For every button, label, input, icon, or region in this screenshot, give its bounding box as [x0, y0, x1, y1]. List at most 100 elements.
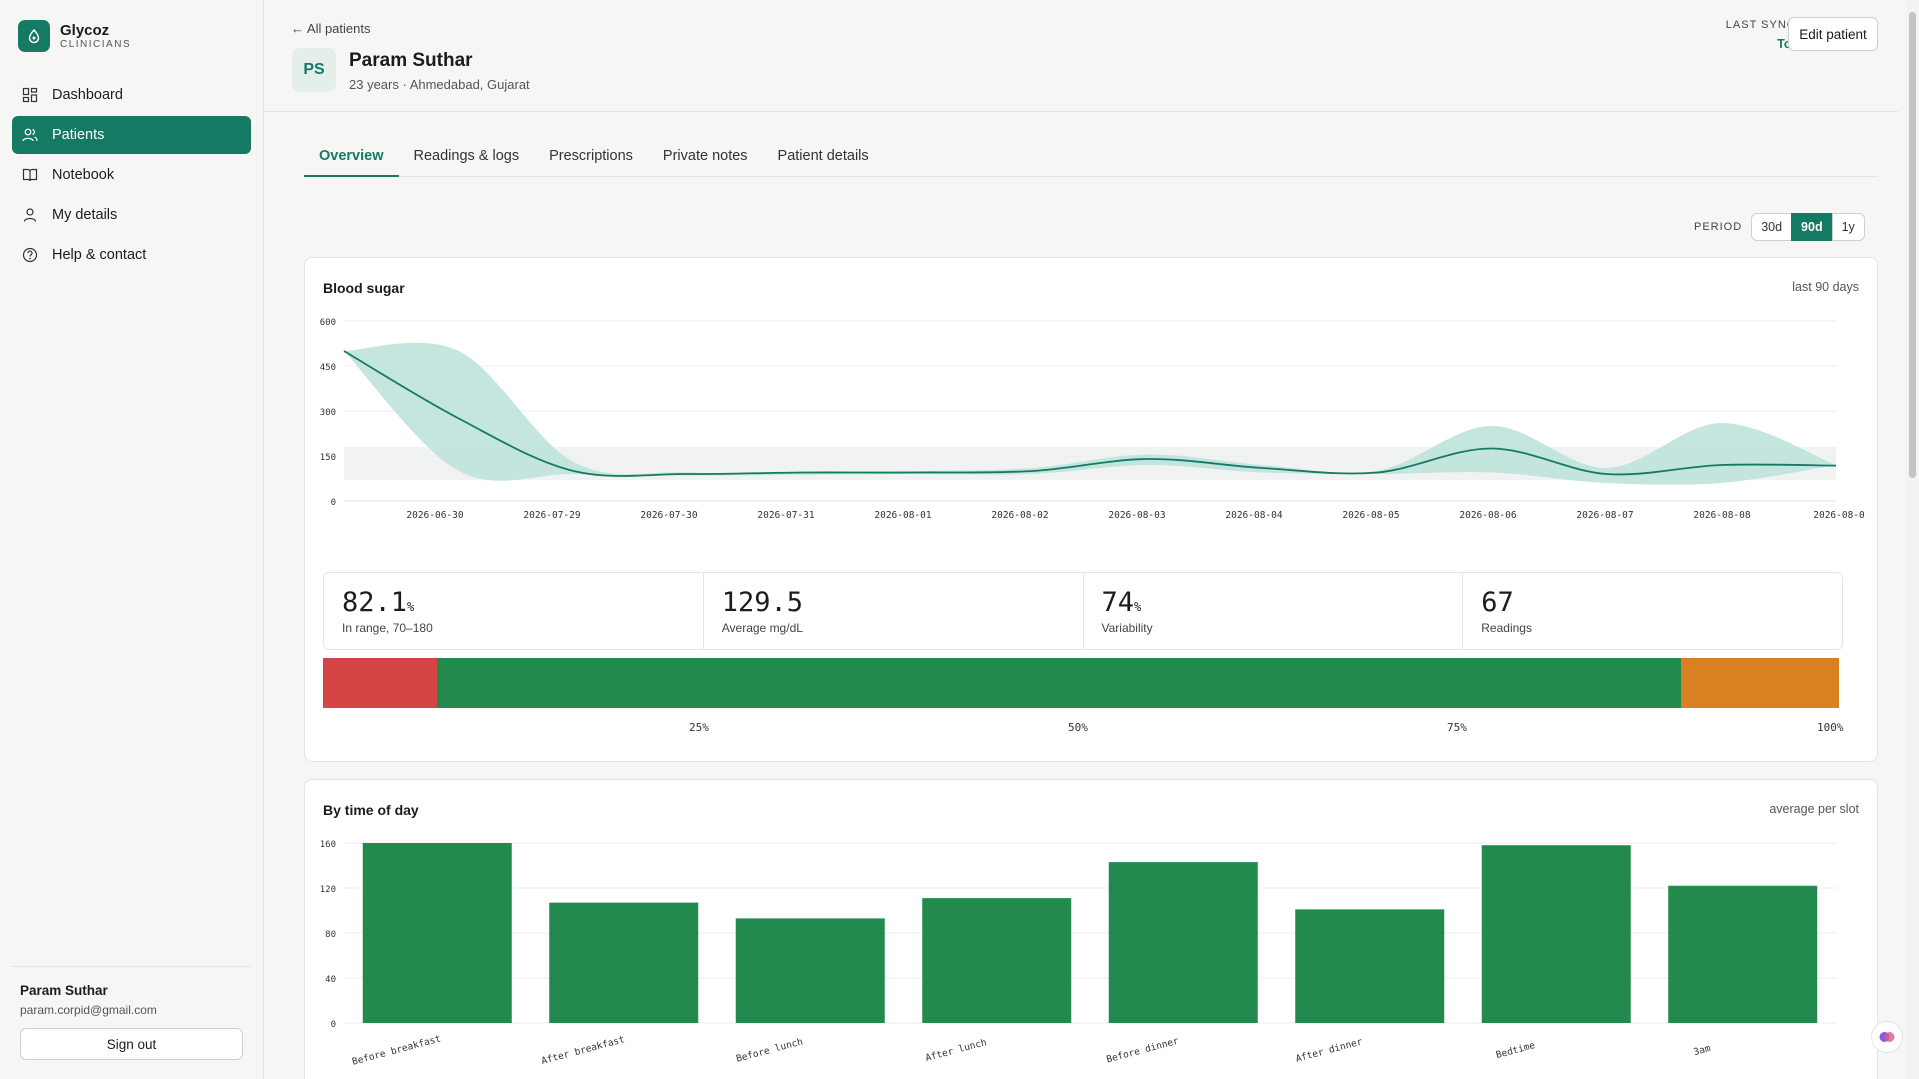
- stat-unit: %: [407, 600, 415, 614]
- tab-readings-logs[interactable]: Readings & logs: [413, 148, 520, 164]
- x-tick-label: 3am: [1692, 1043, 1712, 1058]
- x-tick-label: Before breakfast: [351, 1033, 442, 1067]
- sidebar: Glycoz CLINICIANS Dashboard Patients Not…: [0, 0, 264, 1079]
- sidebar-item-patients[interactable]: Patients: [12, 116, 251, 154]
- brand[interactable]: Glycoz CLINICIANS: [18, 20, 131, 52]
- x-tick-label: 2026-08-01: [874, 510, 931, 521]
- x-tick-label: 2026-08-06: [1459, 510, 1516, 521]
- range-high-segment: [1681, 658, 1839, 708]
- sidebar-item-help[interactable]: Help & contact: [12, 236, 251, 274]
- stat-unit: %: [1134, 600, 1142, 614]
- brand-subtitle: CLINICIANS: [60, 38, 132, 50]
- bar: [735, 918, 885, 1023]
- back-link[interactable]: ← All patients: [291, 21, 371, 36]
- stat-value: 129.5: [721, 587, 804, 618]
- y-tick-label: 120: [320, 885, 336, 895]
- range-low-segment: [323, 658, 437, 708]
- tab-private-notes[interactable]: Private notes: [662, 148, 748, 164]
- x-tick-label: 2026-08-05: [1342, 510, 1399, 521]
- patient-header: ← All patients PS Param Suthar 23 years …: [264, 0, 1898, 112]
- y-tick-label: 0: [331, 498, 336, 508]
- bar: [1481, 845, 1631, 1023]
- period-90d-button[interactable]: 90d: [1791, 213, 1833, 241]
- y-tick-label: 300: [320, 408, 336, 418]
- sidebar-item-dashboard[interactable]: Dashboard: [12, 76, 251, 114]
- blood-sugar-stats: 82.1% In range, 70–180 129.5 Average mg/…: [323, 572, 1843, 650]
- time-of-day-note: average per slot: [1769, 802, 1859, 816]
- bar: [549, 902, 699, 1023]
- range-in-segment: [436, 658, 1682, 708]
- average-line: [343, 350, 1837, 477]
- scrollbar-thumb[interactable]: [1909, 12, 1916, 478]
- patient-meta: 23 years · Ahmedabad, Gujarat: [349, 77, 530, 92]
- sidebar-item-label: Dashboard: [52, 87, 123, 103]
- x-tick-label: 2026-08-02: [991, 510, 1048, 521]
- x-tick-label: 2026-07-29: [523, 510, 580, 521]
- y-tick-label: 40: [325, 975, 336, 985]
- time-of-day-chart: 0 40 80 120 160 Before breakfast After breakfa…: [320, 840, 1836, 1068]
- stat-in-range: 82.1% In range, 70–180: [324, 573, 704, 649]
- x-tick-label: 2026-07-31: [757, 510, 814, 521]
- bar: [922, 898, 1072, 1023]
- stat-readings: 67 Readings: [1463, 573, 1842, 649]
- y-tick-label: 600: [320, 318, 336, 328]
- sidebar-item-label: Patients: [52, 127, 105, 143]
- range-tick-100: 100%: [1817, 721, 1844, 734]
- period-1y-button[interactable]: 1y: [1831, 213, 1865, 241]
- page-scrollbar[interactable]: [1906, 0, 1919, 1079]
- tab-overview[interactable]: Overview: [304, 144, 399, 177]
- range-tick-75: 75%: [1447, 721, 1467, 734]
- blood-sugar-chart: 0 150 300 450 600 2026-06-30 2026-07-29 2026-07…: [320, 318, 1865, 521]
- patient-name: Param Suthar: [349, 50, 473, 71]
- x-tick-label: 2026-08-03: [1108, 510, 1165, 521]
- stat-value: 74: [1101, 587, 1135, 618]
- blood-sugar-card: Blood sugar last 90 days 0 150 300 450 600 20…: [304, 257, 1878, 762]
- period-label: PERIOD: [1694, 221, 1743, 233]
- tab-patient-details[interactable]: Patient details: [777, 148, 869, 164]
- blood-sugar-title: Blood sugar: [323, 280, 405, 296]
- patient-tabs: Overview Readings & logs Prescriptions P…: [304, 144, 1878, 177]
- assistant-icon[interactable]: [1871, 1021, 1903, 1053]
- sidebar-item-label: Help & contact: [52, 247, 147, 263]
- stat-average: 129.5 Average mg/dL: [704, 573, 1084, 649]
- stat-label: Readings: [1481, 621, 1532, 635]
- y-tick-label: 160: [320, 840, 336, 850]
- x-tick-label: Bedtime: [1495, 1040, 1537, 1061]
- period-selector: PERIOD 30d 90d 1y: [1694, 213, 1865, 241]
- users-icon: [22, 128, 38, 142]
- x-tick-label: After lunch: [924, 1037, 988, 1064]
- edit-patient-button[interactable]: Edit patient: [1788, 17, 1878, 51]
- sign-out-button[interactable]: Sign out: [20, 1028, 243, 1060]
- x-tick-label: Before lunch: [735, 1036, 804, 1064]
- time-of-day-card: By time of day average per slot 0 40 80 120…: [304, 779, 1878, 1079]
- time-of-day-title: By time of day: [323, 802, 419, 818]
- y-tick-label: 450: [320, 363, 336, 373]
- x-tick-label: 2026-08-0: [1813, 510, 1865, 521]
- sidebar-item-label: My details: [52, 207, 118, 223]
- range-tick-50: 50%: [1068, 721, 1088, 734]
- stat-label: In range, 70–180: [342, 621, 433, 635]
- stat-label: Average mg/dL: [721, 621, 803, 635]
- x-tick-label: 2026-07-30: [640, 510, 697, 521]
- brand-name: Glycoz: [60, 21, 110, 39]
- drop-icon: [18, 20, 50, 52]
- stat-variability: 74% Variability: [1084, 573, 1464, 649]
- period-30d-button[interactable]: 30d: [1751, 213, 1793, 241]
- blood-sugar-note: last 90 days: [1792, 280, 1859, 294]
- bar: [362, 843, 512, 1023]
- grid-icon: [22, 87, 38, 103]
- main-content: ← All patients PS Param Suthar 23 years …: [264, 0, 1919, 1079]
- book-icon: [22, 168, 38, 182]
- range-tick-25: 25%: [689, 721, 709, 734]
- x-tick-label: After dinner: [1295, 1036, 1364, 1064]
- sidebar-item-notebook[interactable]: Notebook: [12, 156, 251, 194]
- user-panel: Param Suthar param.corpid@gmail.com Sign…: [12, 966, 251, 1060]
- bar: [1668, 885, 1818, 1023]
- avatar: PS: [292, 48, 336, 92]
- time-in-range-bar: [323, 658, 1839, 708]
- y-tick-label: 80: [325, 930, 336, 940]
- sidebar-item-my-details[interactable]: My details: [12, 196, 251, 234]
- tab-prescriptions[interactable]: Prescriptions: [549, 148, 633, 164]
- sidebar-item-label: Notebook: [52, 167, 115, 183]
- x-tick-label: 2026-08-07: [1576, 510, 1633, 521]
